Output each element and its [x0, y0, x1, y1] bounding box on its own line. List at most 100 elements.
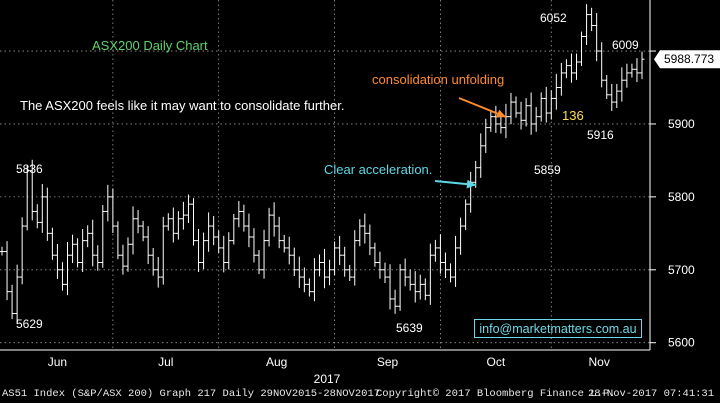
ohlc-bar — [14, 264, 20, 324]
ohlc-bar — [311, 258, 317, 302]
ohlc-bar — [387, 264, 393, 310]
ohlc-bar — [165, 213, 171, 231]
ohlc-bar — [488, 111, 494, 132]
ohlc-bar — [518, 101, 524, 130]
ohlc-bar — [372, 242, 378, 267]
ohlc-bar — [442, 252, 448, 278]
ohlc-bar — [458, 217, 464, 255]
ohlc-bar — [231, 213, 237, 245]
ohlc-bar — [105, 184, 111, 222]
y-tick-label: 5900 — [668, 117, 695, 131]
ohlc-bar — [19, 217, 25, 285]
ohlc-bar — [478, 133, 484, 178]
last-price-label: 5988.773 — [664, 52, 714, 66]
ohlc-bar — [216, 230, 222, 254]
ohlc-bar — [44, 187, 50, 241]
chart-title: ASX200 Daily Chart — [92, 38, 208, 53]
ohlc-bar — [347, 264, 353, 282]
ohlc-bar — [266, 207, 272, 247]
footer-copyright: Copyright© 2017 Bloomberg Finance L.P. — [376, 388, 616, 400]
ohlc-bar — [70, 234, 76, 264]
ohlc-bar — [503, 103, 509, 139]
ohlc-bar — [185, 194, 191, 223]
annotation-arrows — [434, 97, 507, 189]
ohlc-bar — [568, 53, 574, 83]
ohlc-bar — [80, 228, 86, 273]
ohlc-bar — [175, 211, 181, 240]
ohlc-bar — [24, 165, 30, 231]
axes: 5600 5700 5800 5900 Jun Jul Aug Sep Oct Nov 2017 59… — [0, 0, 720, 386]
y-tick-label: 5700 — [668, 263, 695, 277]
ohlc-bar — [306, 278, 312, 297]
ohlc-bar — [54, 243, 60, 279]
ohlc-bar — [463, 199, 469, 230]
ohlc-bar — [412, 271, 418, 303]
y-tick-label: 5800 — [668, 190, 695, 204]
ohlc-bar — [558, 62, 564, 96]
ohlc-bar — [629, 63, 635, 78]
ohlc-bar — [453, 235, 459, 287]
ohlc-bar — [377, 251, 383, 279]
ohlc-bar — [382, 262, 388, 283]
ohlc-bar — [4, 241, 10, 301]
ohlc-bar — [0, 246, 5, 256]
ohlc-bar — [448, 263, 454, 283]
ohlc-bar — [180, 201, 186, 230]
ohlc-bar — [624, 63, 630, 88]
ohlc-bar — [241, 204, 247, 232]
ohlc-bar — [589, 7, 595, 32]
ohlc-bar — [246, 213, 252, 248]
ohlc-bar — [528, 92, 534, 135]
ohlc-bar — [563, 59, 569, 79]
ohlc-bar — [619, 67, 625, 102]
ohlc-bar — [145, 226, 151, 265]
ohlc-bar — [367, 224, 373, 256]
ohlc-bar — [513, 96, 519, 118]
move-size-label: 136 — [562, 108, 584, 123]
acceleration-arrow-head — [466, 179, 476, 189]
footer-index-info: AS51 Index (S&P/ASX 200) Graph 217 Daily… — [2, 388, 381, 400]
y-tick-label: 5600 — [668, 336, 695, 350]
ohlc-bar — [276, 216, 282, 249]
x-tick-label: Oct — [487, 355, 506, 369]
ohlc-bar — [357, 219, 363, 247]
ohlc-bar — [100, 205, 106, 268]
ohlc-bar — [301, 267, 307, 293]
x-tick-label: Aug — [266, 355, 287, 369]
ohlc-bar — [135, 209, 141, 234]
consolidation-annotation: consolidation unfolding — [372, 72, 505, 87]
ohlc-bar — [85, 225, 91, 248]
ohlc-bar — [538, 92, 544, 122]
commentary-text: The ASX200 feels like it may want to con… — [20, 98, 345, 113]
ohlc-bar — [39, 184, 45, 233]
ohlc-bar — [211, 216, 217, 246]
ohlc-bar — [296, 256, 302, 288]
ohlc-bar — [634, 58, 640, 83]
price-label-6009: 6009 — [612, 38, 639, 52]
ohlc-bar — [34, 204, 40, 229]
contact-email[interactable]: info@marketmatters.com.au — [474, 319, 642, 338]
ohlc-bar — [327, 259, 333, 286]
ohlc-bar — [90, 219, 96, 267]
consolidation-arrow-head — [496, 109, 506, 118]
ohlc-bar — [493, 105, 499, 133]
ohlc-bar — [281, 235, 287, 253]
ohlc-bar — [65, 241, 71, 296]
ohlc-bar — [468, 171, 474, 213]
ohlc-bar — [110, 188, 116, 233]
ohlc-bar — [437, 234, 443, 274]
ohlc-bar — [125, 237, 131, 272]
ohlc-bar — [130, 206, 136, 255]
ohlc-bar — [316, 254, 322, 277]
ohlc-bar — [427, 243, 433, 305]
ohlc-bar — [432, 239, 438, 262]
ohlc-bar — [533, 107, 539, 132]
ohlc-bar — [291, 247, 297, 277]
ohlc-bar — [49, 227, 55, 260]
ohlc-bar — [29, 159, 35, 221]
ohlc-bar — [543, 86, 549, 123]
acceleration-annotation: Clear acceleration. — [324, 162, 433, 177]
ohlc-bar — [261, 229, 267, 279]
x-year-label: 2017 — [314, 372, 341, 386]
